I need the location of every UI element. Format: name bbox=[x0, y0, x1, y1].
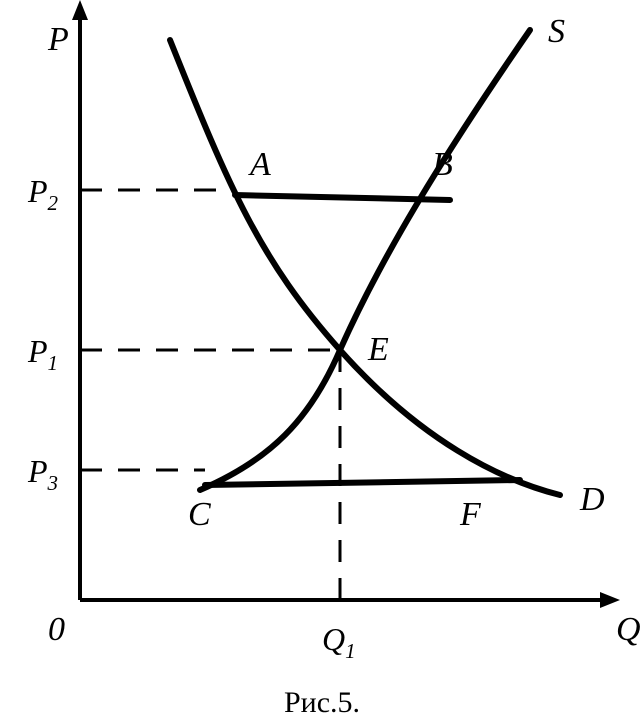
supply-curve-label: S bbox=[548, 13, 565, 50]
tick-p2: P2 bbox=[27, 173, 59, 215]
point-b-label: B bbox=[432, 146, 453, 183]
supply-curve bbox=[200, 30, 530, 490]
supply-demand-diagram: P Q 0 P1 P2 P3 Q1 A B E C F D S Рис.5. bbox=[0, 0, 644, 724]
axes: P Q 0 bbox=[47, 0, 641, 648]
segment-cf bbox=[205, 480, 520, 485]
guide-lines bbox=[80, 190, 340, 600]
y-axis-label: P bbox=[47, 21, 69, 58]
y-axis-arrow bbox=[72, 0, 88, 20]
segment-ab bbox=[235, 195, 450, 200]
point-f-label: F bbox=[459, 496, 482, 533]
point-a-label: A bbox=[248, 146, 271, 183]
x-axis-label: Q bbox=[616, 611, 641, 648]
x-axis-arrow bbox=[600, 592, 620, 608]
tick-p1: P1 bbox=[27, 333, 58, 375]
point-c-label: C bbox=[188, 496, 211, 533]
demand-curve bbox=[170, 40, 560, 495]
tick-q1: Q1 bbox=[322, 621, 356, 663]
demand-curve-label: D bbox=[579, 481, 605, 518]
point-e-label: E bbox=[367, 331, 389, 368]
tick-p3: P3 bbox=[27, 453, 58, 495]
figure-caption: Рис.5. bbox=[284, 686, 360, 719]
origin-label: 0 bbox=[48, 611, 65, 648]
